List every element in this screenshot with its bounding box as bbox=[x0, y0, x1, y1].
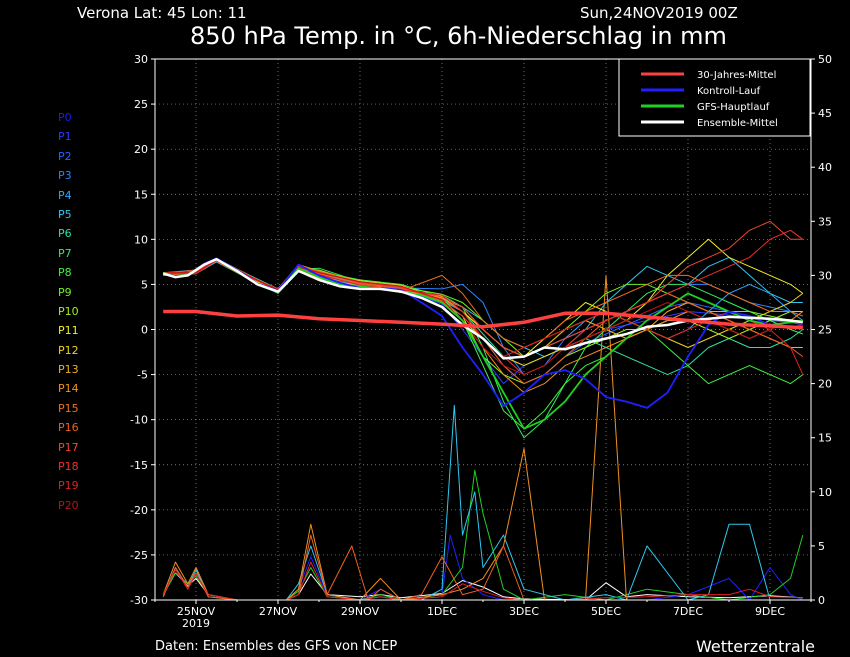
y-left-tick-label: 25 bbox=[134, 98, 148, 111]
member-label-p11: P11 bbox=[58, 324, 79, 338]
legend-label: GFS-Hauptlauf bbox=[697, 102, 770, 113]
y-right-tick-label: 40 bbox=[818, 161, 832, 174]
y-left-tick-label: 0 bbox=[141, 324, 148, 337]
legend-label: 30-Jahres-Mittel bbox=[697, 70, 776, 81]
x-tick-label: 5DEC bbox=[591, 605, 621, 618]
member-label-p9: P9 bbox=[58, 285, 72, 299]
member-label-p17: P17 bbox=[58, 440, 79, 454]
member-label-p13: P13 bbox=[58, 363, 79, 377]
brand-label: Wetterzentrale bbox=[696, 637, 816, 656]
member-label-p19: P19 bbox=[58, 479, 79, 493]
y-left-tick-label: 20 bbox=[134, 143, 148, 156]
y-right-tick-label: 25 bbox=[818, 324, 832, 337]
chart-legend: 30-Jahres-Mittel Kontroll-Lauf GFS-Hauptla… bbox=[618, 58, 811, 137]
member-label-p6: P6 bbox=[58, 227, 72, 241]
x-tick-label: 3DEC bbox=[509, 605, 539, 618]
member-label-p8: P8 bbox=[58, 266, 72, 280]
y-left-tick-label: -30 bbox=[130, 594, 148, 607]
member-label-p4: P4 bbox=[58, 188, 72, 202]
axes: 302520151050-5-10-15-20-25-3050454035302… bbox=[130, 53, 832, 630]
ensemble-member-list: P0 P1 P2 P3 P4 P5 P6 P7 P8 P9 P10 P11 P12 P13 P14 P15 P1… bbox=[58, 108, 79, 515]
precip-line-p5-p bbox=[162, 404, 803, 601]
run-time-label: Sun,24NOV2019 00Z bbox=[580, 4, 738, 22]
y-right-tick-label: 0 bbox=[818, 594, 825, 607]
y-right-tick-label: 30 bbox=[818, 269, 832, 282]
y-left-tick-label: -10 bbox=[130, 414, 148, 427]
x-tick-label: 7DEC bbox=[673, 605, 703, 618]
y-left-tick-label: 15 bbox=[134, 188, 148, 201]
y-left-tick-label: -25 bbox=[130, 549, 148, 562]
member-label-p5: P5 bbox=[58, 207, 72, 221]
legend-label: Kontroll-Lauf bbox=[697, 86, 761, 97]
y-right-tick-label: 5 bbox=[818, 540, 825, 553]
y-right-tick-label: 15 bbox=[818, 432, 832, 445]
x-tick-label: 9DEC bbox=[755, 605, 785, 618]
member-label-p20: P20 bbox=[58, 498, 79, 512]
x-tick-sublabel: 2019 bbox=[182, 617, 210, 630]
y-left-tick-label: -20 bbox=[130, 504, 148, 517]
temp-line-p13 bbox=[163, 258, 803, 358]
y-left-tick-label: 5 bbox=[141, 278, 148, 291]
member-label-p10: P10 bbox=[58, 304, 79, 318]
member-label-p12: P12 bbox=[58, 343, 79, 357]
member-label-p15: P15 bbox=[58, 401, 79, 415]
member-label-p7: P7 bbox=[58, 246, 72, 260]
y-left-tick-label: 30 bbox=[134, 53, 148, 66]
precip-line-p19-p bbox=[162, 561, 803, 601]
member-label-p1: P1 bbox=[58, 130, 72, 144]
x-tick-label: 27NOV bbox=[259, 605, 298, 618]
y-left-tick-label: 10 bbox=[134, 233, 148, 246]
y-right-tick-label: 45 bbox=[818, 107, 832, 120]
temp-line-p9 bbox=[163, 259, 803, 358]
y-right-tick-label: 50 bbox=[818, 53, 832, 66]
member-label-p18: P18 bbox=[58, 460, 79, 474]
x-tick-label: 25NOV bbox=[177, 605, 216, 618]
precip-line-gfs-p bbox=[162, 469, 804, 601]
member-label-p16: P16 bbox=[58, 421, 79, 435]
precip-line-p14-p bbox=[162, 274, 803, 601]
x-tick-label: 29NOV bbox=[341, 605, 380, 618]
data-source-label: Daten: Ensembles des GFS von NCEP bbox=[155, 639, 398, 654]
chart-title: 850 hPa Temp. in °C, 6h-Niederschlag in … bbox=[190, 22, 727, 50]
member-label-p3: P3 bbox=[58, 169, 72, 183]
x-tick-label: 1DEC bbox=[427, 605, 457, 618]
temp-line-p17 bbox=[163, 220, 803, 358]
member-label-p0: P0 bbox=[58, 111, 72, 124]
location-label: Verona Lat: 45 Lon: 11 bbox=[77, 4, 247, 22]
member-label-p14: P14 bbox=[58, 382, 79, 396]
y-right-tick-label: 20 bbox=[818, 378, 832, 391]
y-left-tick-label: -15 bbox=[130, 459, 148, 472]
series-layer bbox=[162, 220, 804, 601]
member-label-p2: P2 bbox=[58, 149, 72, 163]
y-left-tick-label: -5 bbox=[137, 369, 148, 382]
y-right-tick-label: 35 bbox=[818, 215, 832, 228]
temp-line-p4 bbox=[163, 257, 804, 358]
temp-line-clim bbox=[163, 309, 803, 330]
temp-line-mean bbox=[162, 257, 803, 360]
precip-line-mean-p bbox=[162, 572, 803, 601]
legend-label: Ensemble-Mittel bbox=[697, 118, 778, 129]
y-right-tick-label: 10 bbox=[818, 486, 832, 499]
